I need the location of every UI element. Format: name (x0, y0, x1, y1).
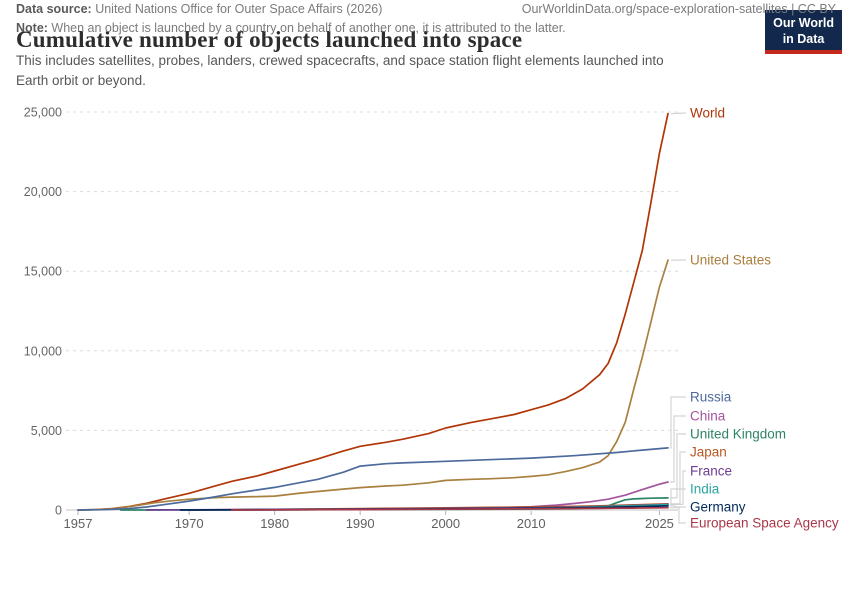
series-line-esa[interactable] (231, 506, 669, 511)
chart-subtitle-line2: Earth orbit or beyond. (16, 73, 146, 89)
series-label-germany[interactable]: Germany (690, 500, 746, 515)
data-source-label: Data source: (16, 2, 92, 16)
note-value: When an object is launched by a country … (47, 21, 566, 36)
x-axis-tick-label: 1970 (175, 516, 204, 531)
y-axis-tick-label: 0 (55, 504, 62, 518)
chart-footer: Data source: United Nations Office for O… (16, 0, 836, 39)
data-source-value: United Nations Office for Outer Space Af… (91, 2, 383, 16)
series-label-india[interactable]: India (690, 482, 720, 497)
x-axis-tick-label: 1980 (260, 516, 289, 531)
line-chart-plot: 0 5,000 10,000 15,000 20,000 25,000 1957 1970 19… (24, 106, 839, 532)
series-line-united-states[interactable] (77, 259, 669, 511)
chart-subtitle: This includes satellites, probes, lander… (16, 51, 664, 92)
owid-url-license[interactable]: OurWorldinData.org/space-exploration-sat… (521, 2, 836, 16)
series-label-china[interactable]: China (690, 409, 726, 424)
label-connector-united-kingdom (670, 433, 686, 499)
footer-note-row: Note: When an object is launched by a co… (16, 19, 836, 38)
series-line-world[interactable] (77, 112, 669, 511)
y-axis-tick-label: 15,000 (24, 265, 62, 279)
series-label-france[interactable]: France (690, 464, 732, 479)
note-text: Note: When an object is launched by a co… (16, 19, 566, 38)
x-axis-tick-label: 2000 (431, 516, 460, 531)
footer-source-row: Data source: United Nations Office for O… (16, 0, 836, 19)
y-axis-tick-label: 20,000 (24, 185, 62, 199)
label-connector-france (670, 470, 686, 505)
series-label-united-states[interactable]: United States (690, 253, 771, 268)
owid-logo[interactable]: Our World in Data (765, 10, 842, 55)
chart-subtitle-line1: This includes satellites, probes, lander… (16, 53, 664, 68)
x-axis-tick-label: 1990 (346, 516, 375, 531)
x-axis-tick-label: 1957 (64, 516, 93, 531)
y-axis-tick-label: 10,000 (24, 344, 62, 358)
owid-logo-line1: Our World (773, 16, 834, 30)
label-connector-india (670, 488, 686, 506)
series-label-united-kingdom[interactable]: United Kingdom (690, 427, 786, 442)
owid-logo-line2: in Data (782, 31, 825, 46)
y-axis-tick-label: 5,000 (31, 424, 62, 438)
x-axis-tick-label: 2025 (645, 516, 674, 531)
data-source-text: Data source: United Nations Office for O… (16, 0, 382, 19)
label-connector-world (670, 112, 687, 115)
page-title: Cumulative number of objects launched in… (16, 27, 523, 53)
series-label-russia[interactable]: Russia (690, 390, 732, 405)
label-connector-russia (670, 396, 686, 449)
y-axis-tick-label: 25,000 (24, 106, 62, 120)
series-label-esa[interactable]: European Space Agency (690, 516, 839, 531)
note-label: Note: (16, 21, 48, 36)
x-axis-tick-label: 2010 (517, 516, 546, 531)
label-connector-germany (670, 505, 686, 508)
label-connector-esa (670, 507, 686, 524)
series-label-world[interactable]: World (690, 106, 725, 121)
label-connector-china (670, 415, 686, 483)
series-label-japan[interactable]: Japan (690, 445, 727, 460)
series-line-russia[interactable] (77, 447, 669, 511)
